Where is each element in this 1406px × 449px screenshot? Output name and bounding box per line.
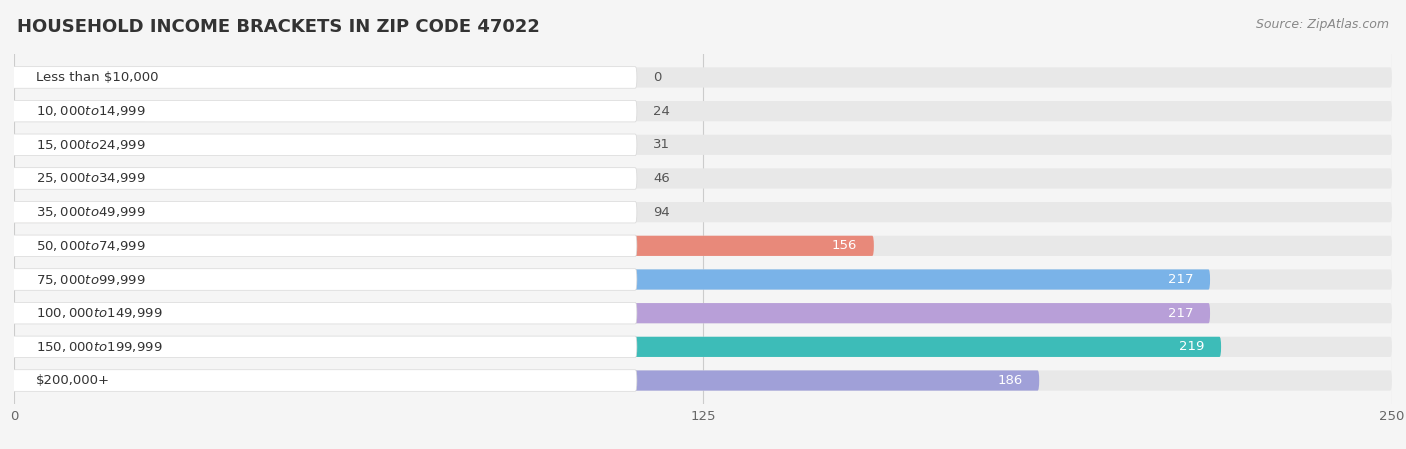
FancyBboxPatch shape [14, 303, 1211, 323]
Text: $15,000 to $24,999: $15,000 to $24,999 [37, 138, 146, 152]
FancyBboxPatch shape [14, 370, 1039, 391]
FancyBboxPatch shape [14, 337, 1220, 357]
FancyBboxPatch shape [14, 337, 1392, 357]
Text: 0: 0 [654, 71, 662, 84]
FancyBboxPatch shape [14, 101, 1392, 121]
FancyBboxPatch shape [14, 303, 1392, 323]
Text: 46: 46 [654, 172, 671, 185]
FancyBboxPatch shape [14, 135, 1392, 155]
FancyBboxPatch shape [14, 202, 531, 222]
FancyBboxPatch shape [14, 269, 1392, 290]
FancyBboxPatch shape [14, 168, 267, 189]
Text: $100,000 to $149,999: $100,000 to $149,999 [37, 306, 163, 320]
FancyBboxPatch shape [8, 134, 637, 155]
FancyBboxPatch shape [8, 167, 637, 189]
FancyBboxPatch shape [14, 202, 1392, 222]
FancyBboxPatch shape [14, 370, 1392, 391]
FancyBboxPatch shape [8, 100, 637, 122]
FancyBboxPatch shape [14, 236, 1392, 256]
Text: $10,000 to $14,999: $10,000 to $14,999 [37, 104, 146, 118]
Text: $25,000 to $34,999: $25,000 to $34,999 [37, 172, 146, 185]
Text: 31: 31 [654, 138, 671, 151]
Text: HOUSEHOLD INCOME BRACKETS IN ZIP CODE 47022: HOUSEHOLD INCOME BRACKETS IN ZIP CODE 47… [17, 18, 540, 36]
Text: $150,000 to $199,999: $150,000 to $199,999 [37, 340, 163, 354]
Text: 24: 24 [654, 105, 671, 118]
FancyBboxPatch shape [8, 303, 637, 324]
FancyBboxPatch shape [8, 269, 637, 290]
FancyBboxPatch shape [8, 66, 637, 88]
Text: 186: 186 [997, 374, 1022, 387]
Text: 217: 217 [1168, 307, 1194, 320]
Text: 94: 94 [654, 206, 671, 219]
Text: $35,000 to $49,999: $35,000 to $49,999 [37, 205, 146, 219]
Text: 219: 219 [1180, 340, 1205, 353]
FancyBboxPatch shape [8, 336, 637, 357]
Text: $50,000 to $74,999: $50,000 to $74,999 [37, 239, 146, 253]
Text: $75,000 to $99,999: $75,000 to $99,999 [37, 273, 146, 286]
FancyBboxPatch shape [14, 135, 186, 155]
FancyBboxPatch shape [14, 101, 146, 121]
FancyBboxPatch shape [8, 370, 637, 392]
FancyBboxPatch shape [8, 201, 637, 223]
FancyBboxPatch shape [14, 67, 1392, 88]
FancyBboxPatch shape [14, 269, 1211, 290]
Text: $200,000+: $200,000+ [37, 374, 110, 387]
Text: Source: ZipAtlas.com: Source: ZipAtlas.com [1256, 18, 1389, 31]
FancyBboxPatch shape [8, 235, 637, 256]
Text: 217: 217 [1168, 273, 1194, 286]
Text: Less than $10,000: Less than $10,000 [37, 71, 159, 84]
FancyBboxPatch shape [14, 236, 875, 256]
FancyBboxPatch shape [14, 168, 1392, 189]
Text: 156: 156 [832, 239, 858, 252]
